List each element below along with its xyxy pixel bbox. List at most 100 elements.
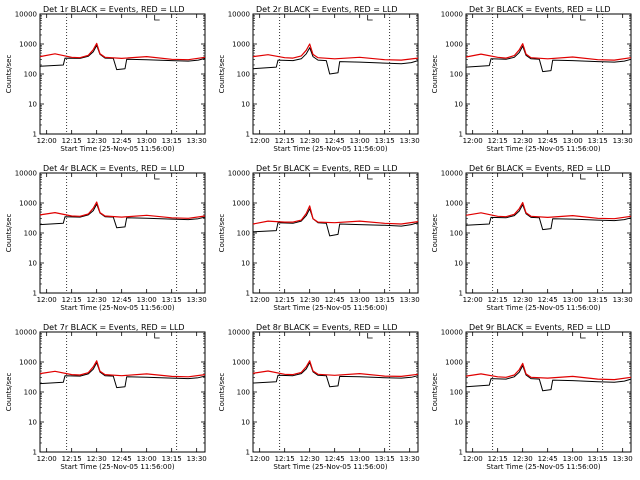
- x-tick-label: 12:30: [513, 137, 533, 145]
- x-tick-label: 12:45: [325, 296, 345, 304]
- y-tick-label: 1: [459, 131, 463, 139]
- y-tick-label: 100: [24, 389, 37, 397]
- flag-marker: [367, 333, 373, 339]
- plot-frame: [39, 172, 206, 294]
- y-axis-label: Counts/sec: [431, 55, 439, 94]
- x-tick-label: 13:30: [613, 455, 633, 463]
- x-tick-label: 13:15: [375, 137, 395, 145]
- y-tick-label: 10: [454, 260, 463, 268]
- x-tick-label: 12:15: [62, 137, 82, 145]
- chart-title: Det 1r BLACK = Events, RED = LLD: [43, 5, 185, 14]
- y-tick-label: 10: [454, 419, 463, 427]
- plot-frame: [39, 331, 206, 453]
- x-tick-label: 12:45: [112, 137, 132, 145]
- x-tick-label: 13:15: [588, 137, 608, 145]
- flag-marker: [580, 174, 586, 180]
- x-tick-label: 13:15: [375, 296, 395, 304]
- events-series-line: [252, 47, 419, 75]
- flag-marker: [154, 333, 160, 339]
- lld-series-line: [465, 43, 632, 61]
- flag-marker: [580, 15, 586, 21]
- x-axis-label: Start Time (25-Nov-05 11:56:00): [60, 145, 174, 153]
- x-tick-label: 12:30: [87, 137, 107, 145]
- x-tick-label: 12:15: [275, 455, 295, 463]
- x-tick-label: 12:30: [300, 296, 320, 304]
- chart-title: Det 3r BLACK = Events, RED = LLD: [469, 5, 611, 14]
- chart-panel: Det 9r BLACK = Events, RED = LLD 1 10 100 10…: [431, 323, 633, 471]
- y-tick-label: 10000: [228, 170, 250, 178]
- lld-series-line: [39, 42, 206, 61]
- x-axis-label: Start Time (25-Nov-05 11:56:00): [486, 304, 600, 312]
- y-tick-label: 1000: [445, 41, 463, 49]
- x-tick-label: 12:45: [538, 296, 558, 304]
- y-axis-label: Counts/sec: [5, 55, 13, 94]
- x-tick-label: 12:30: [513, 455, 533, 463]
- y-tick-label: 100: [237, 389, 250, 397]
- events-series-line: [465, 45, 632, 73]
- x-tick-label: 12:00: [463, 137, 483, 145]
- events-series-line: [252, 208, 419, 237]
- flag-marker: [367, 174, 373, 180]
- y-tick-label: 1: [246, 290, 250, 298]
- y-tick-label: 1: [33, 131, 37, 139]
- x-tick-label: 13:00: [563, 455, 583, 463]
- lld-series-line: [465, 362, 632, 381]
- x-axis-label: Start Time (25-Nov-05 11:56:00): [273, 145, 387, 153]
- plot-frame: [252, 172, 419, 294]
- lld-series-line: [252, 360, 419, 377]
- plot-frame: [465, 331, 632, 453]
- x-tick-label: 12:30: [87, 455, 107, 463]
- x-tick-label: 12:00: [250, 455, 270, 463]
- events-series-line: [39, 362, 206, 389]
- y-tick-label: 10000: [228, 11, 250, 19]
- y-tick-label: 10000: [15, 170, 37, 178]
- y-tick-label: 10: [241, 101, 250, 109]
- y-axis-label: Counts/sec: [5, 214, 13, 253]
- x-tick-label: 12:15: [62, 296, 82, 304]
- events-series-line: [39, 44, 206, 71]
- y-tick-label: 10000: [441, 170, 463, 178]
- x-tick-label: 12:45: [538, 137, 558, 145]
- y-tick-label: 10000: [228, 329, 250, 337]
- x-tick-label: 12:15: [488, 296, 508, 304]
- x-tick-label: 13:30: [187, 137, 207, 145]
- x-tick-label: 13:00: [350, 455, 370, 463]
- y-tick-label: 1000: [232, 200, 250, 208]
- y-axis-label: Counts/sec: [218, 55, 226, 94]
- x-tick-label: 13:00: [137, 296, 157, 304]
- x-tick-label: 13:15: [162, 455, 182, 463]
- y-tick-label: 10: [241, 260, 250, 268]
- plot-frame: [252, 13, 419, 135]
- x-tick-label: 13:30: [613, 137, 633, 145]
- chart-title: Det 7r BLACK = Events, RED = LLD: [43, 323, 185, 332]
- y-tick-label: 1: [459, 290, 463, 298]
- chart-title: Det 9r BLACK = Events, RED = LLD: [469, 323, 611, 332]
- x-tick-label: 13:30: [400, 137, 420, 145]
- x-tick-label: 13:30: [613, 296, 633, 304]
- chart-title: Det 2r BLACK = Events, RED = LLD: [256, 5, 398, 14]
- x-axis-label: Start Time (25-Nov-05 11:56:00): [273, 463, 387, 471]
- y-tick-label: 10: [454, 101, 463, 109]
- x-tick-label: 12:15: [275, 137, 295, 145]
- x-tick-label: 12:00: [37, 455, 57, 463]
- chart-panel: Det 1r BLACK = Events, RED = LLD 1 10 100 10…: [5, 5, 207, 153]
- x-tick-label: 13:00: [137, 137, 157, 145]
- chart-panel: Det 3r BLACK = Events, RED = LLD 1 10 100 10…: [431, 5, 633, 153]
- lld-series-line: [39, 360, 206, 378]
- y-tick-label: 100: [24, 71, 37, 79]
- x-tick-label: 12:30: [300, 137, 320, 145]
- x-tick-label: 13:15: [162, 296, 182, 304]
- y-tick-label: 1000: [232, 41, 250, 49]
- y-tick-label: 10: [28, 419, 37, 427]
- x-axis-label: Start Time (25-Nov-05 11:56:00): [60, 463, 174, 471]
- y-tick-label: 1000: [232, 359, 250, 367]
- x-tick-label: 13:30: [400, 455, 420, 463]
- x-tick-label: 12:45: [325, 455, 345, 463]
- x-tick-label: 12:00: [250, 296, 270, 304]
- y-tick-label: 1: [33, 449, 37, 457]
- x-tick-label: 12:15: [275, 296, 295, 304]
- y-axis-label: Counts/sec: [218, 214, 226, 253]
- chart-panel: Det 8r BLACK = Events, RED = LLD 1 10 100 10…: [218, 323, 420, 471]
- x-tick-label: 13:30: [187, 455, 207, 463]
